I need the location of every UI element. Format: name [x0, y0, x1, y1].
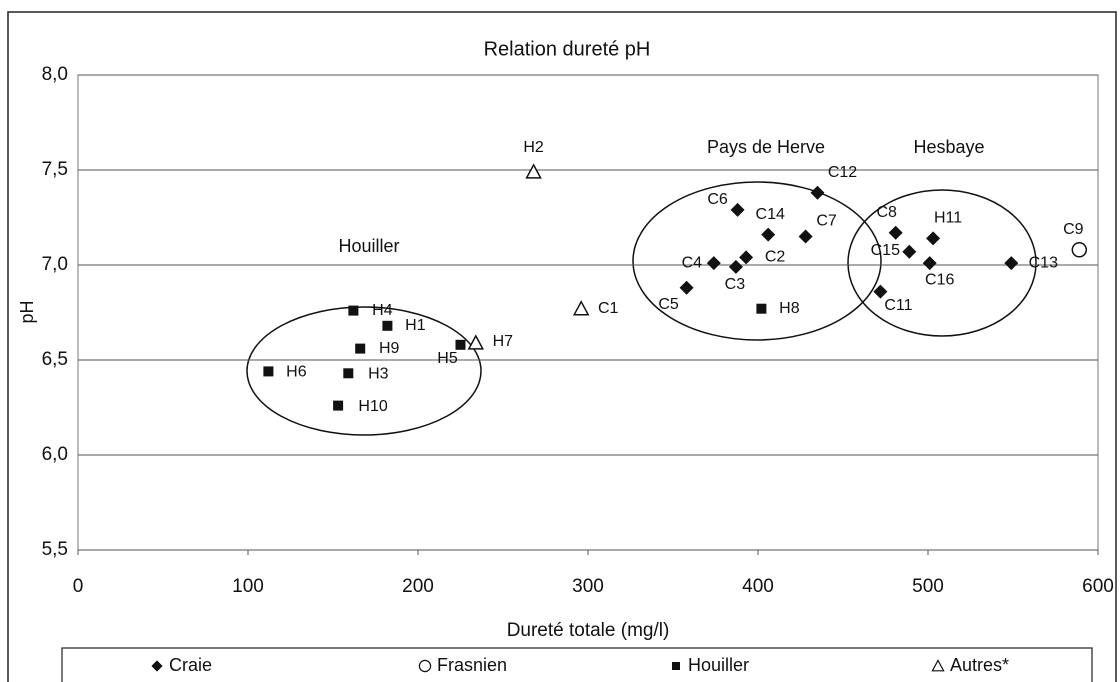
point-label: H2 — [523, 139, 544, 156]
point-label: H6 — [286, 364, 307, 381]
y-tick-label: 7,0 — [42, 254, 68, 275]
x-tick-label: 100 — [232, 576, 264, 597]
point-label: H10 — [358, 398, 387, 415]
point-label: C9 — [1063, 221, 1084, 238]
point — [706, 256, 721, 271]
point — [467, 334, 485, 350]
point-label: H4 — [372, 302, 393, 319]
x-tick-label: 500 — [912, 576, 944, 597]
legend-marker — [672, 662, 680, 670]
point — [761, 227, 776, 242]
x-tick-label: 0 — [73, 576, 84, 597]
point-label: C1 — [598, 300, 619, 317]
x-tick-label: 400 — [742, 576, 774, 597]
point-label: C6 — [707, 191, 728, 208]
legend-label: Frasnien — [437, 655, 507, 675]
point — [798, 229, 813, 244]
x-tick-label: 600 — [1082, 576, 1114, 597]
point — [730, 202, 745, 217]
point-label: C14 — [756, 206, 785, 223]
legend-marker — [418, 659, 432, 673]
point — [728, 259, 743, 274]
point — [1071, 242, 1088, 258]
group-ellipse — [847, 189, 1037, 337]
y-tick-label: 8,0 — [42, 64, 68, 85]
x-axis-label: Dureté totale (mg/l) — [507, 620, 670, 641]
group-label: Hesbaye — [913, 137, 984, 157]
point-label: H11 — [934, 210, 962, 227]
point-label: C13 — [1029, 254, 1058, 271]
point-label: H3 — [368, 366, 389, 383]
y-tick-label: 6,5 — [42, 349, 68, 370]
point-label: C4 — [682, 254, 703, 271]
point — [1004, 256, 1019, 271]
y-tick-label: 5,5 — [42, 539, 68, 560]
point-label: C3 — [725, 276, 746, 293]
legend-marker — [931, 659, 945, 672]
point — [525, 163, 542, 179]
group-label: Pays de Herve — [707, 137, 825, 157]
y-axis-label: pH — [17, 300, 37, 323]
group-label: Houiller — [338, 236, 399, 256]
chart-frame — [7, 11, 1117, 682]
point-label: C16 — [925, 271, 954, 288]
point — [333, 400, 344, 411]
point — [343, 368, 354, 379]
x-tick-label: 300 — [572, 576, 604, 597]
point-label: C7 — [816, 213, 837, 230]
point — [756, 303, 767, 314]
point — [348, 305, 359, 316]
legend-box — [61, 647, 1093, 682]
point — [355, 343, 366, 354]
point-label: C5 — [658, 296, 679, 313]
legend-marker — [151, 660, 163, 672]
y-tick-label: 7,5 — [42, 159, 68, 180]
group-ellipse — [632, 181, 882, 341]
point-label: H7 — [493, 333, 514, 350]
point — [263, 366, 274, 377]
point — [888, 225, 903, 240]
group-ellipse — [246, 306, 482, 436]
legend-label: Craie — [169, 655, 212, 675]
point-label: C15 — [871, 242, 900, 259]
y-tick-label: 6,0 — [42, 444, 68, 465]
point — [873, 284, 888, 299]
point — [679, 280, 694, 295]
legend-label: Houiller — [688, 655, 749, 675]
point-label: H9 — [379, 340, 400, 357]
x-tick-label: 200 — [402, 576, 434, 597]
point — [902, 244, 917, 259]
point — [382, 320, 393, 331]
point-label: H5 — [437, 350, 458, 367]
point-label: C12 — [828, 164, 857, 181]
point — [810, 185, 825, 200]
point — [455, 339, 466, 350]
legend-label: Autres* — [950, 655, 1009, 675]
point-label: C2 — [765, 249, 786, 266]
point-label: C11 — [884, 297, 912, 314]
point-label: H8 — [779, 300, 800, 317]
point — [926, 231, 941, 246]
chart-title: Relation dureté pH — [484, 38, 651, 60]
point — [739, 250, 754, 265]
point — [572, 300, 590, 316]
point-label: H1 — [405, 317, 426, 334]
point — [922, 256, 937, 271]
point-label: C8 — [876, 204, 897, 221]
